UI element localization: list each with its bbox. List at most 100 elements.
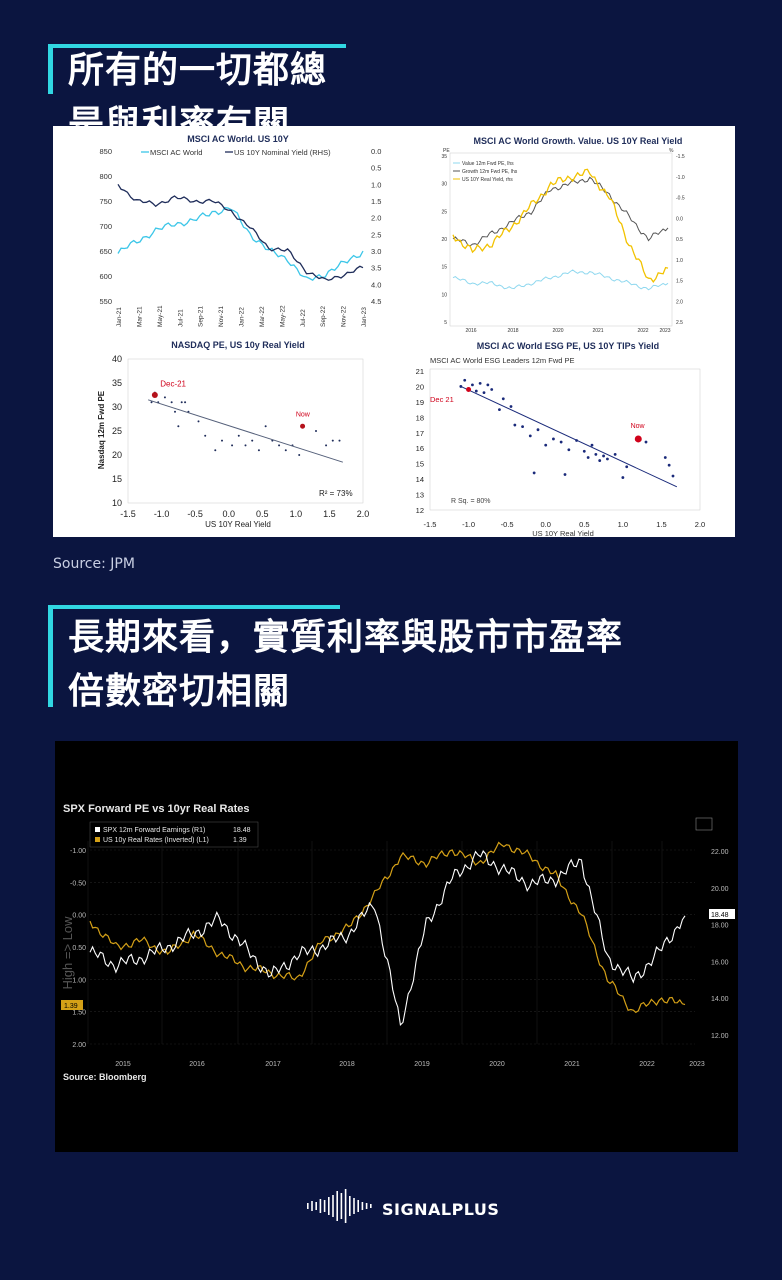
trend-line	[460, 385, 678, 488]
x-tick-label: 2018	[507, 328, 518, 334]
y2-tick-label: 1.5	[676, 279, 683, 285]
y-tick-label: 15	[112, 474, 122, 484]
data-point	[214, 449, 217, 452]
data-point	[536, 428, 540, 432]
x-tick-label: Mar-21	[136, 306, 143, 327]
data-point	[298, 454, 301, 456]
y-tick-label: 1.50	[72, 1010, 86, 1017]
brand-name: SIGNALPLUS	[382, 1200, 500, 1219]
bloomberg-chart-panel: SPX Forward PE vs 10yr Real Rates SPX 12…	[55, 741, 738, 1152]
chart-nasdaq-pe-scatter: NASDAQ PE, US 10y Real Yield 10 15 20 25 30 3…	[97, 340, 369, 529]
x-tick-label: Nov-21	[218, 306, 225, 327]
data-point	[590, 443, 594, 447]
data-point	[184, 401, 187, 404]
y-tick-label: 2.00	[72, 1042, 86, 1049]
accent-bar	[48, 44, 346, 48]
data-point	[331, 439, 334, 442]
y-tick-label: 850	[99, 147, 112, 156]
y-tick-label: 15	[441, 265, 447, 271]
x-tick-label: -1.0	[154, 509, 170, 519]
x-tick-label: Jan-22	[239, 307, 246, 327]
y2-tick-label: 2.0	[371, 214, 381, 223]
series-growth-pe	[452, 176, 669, 247]
chart-title: MSCI AC World. US 10Y	[187, 134, 289, 144]
y2-tick-label: 1.0	[371, 180, 381, 189]
y-axis-label: Nasdaq 12m Fwd PE	[97, 390, 106, 469]
x-tick-label: 2019	[414, 1061, 430, 1068]
data-point	[315, 430, 317, 432]
y2-tick-label: 3.5	[371, 264, 381, 273]
chart-msci-acwi-us10y: MSCI AC World. US 10Y MSCI AC World US 10…	[99, 134, 381, 327]
last-value-tag-right	[709, 909, 735, 919]
legend-swatch-gold	[95, 837, 100, 842]
x-tick-label: Jan-23	[361, 307, 368, 327]
legend-box	[89, 821, 259, 848]
data-point	[513, 423, 517, 427]
logo-bar	[332, 1195, 334, 1217]
x-tick-label: 0.0	[222, 509, 235, 519]
x-tick-label: 2020	[489, 1061, 505, 1068]
y-tick-label: 10	[441, 292, 447, 298]
data-point	[231, 444, 234, 447]
data-point	[544, 443, 548, 447]
y2-tick-label: 20.00	[711, 886, 729, 893]
y-tick-label: 40	[112, 354, 122, 364]
x-tick-label: -0.5	[501, 520, 514, 529]
x-tick-label: Jul-22	[300, 309, 307, 327]
legend-value: 18.48	[233, 827, 251, 834]
y2-tick-label: 12.00	[711, 1033, 729, 1040]
data-point	[582, 449, 586, 453]
series-value-pe	[452, 269, 669, 291]
data-point	[471, 383, 474, 387]
legend-item: Value 12m Fwd PE, lhs	[462, 161, 514, 167]
data-point	[663, 456, 667, 459]
y-tick-label: 19	[416, 398, 424, 407]
y2-tick-label: 1.5	[371, 197, 381, 206]
data-point	[244, 444, 247, 447]
accent-bar	[48, 605, 53, 707]
y2-tick-label: 22.00	[711, 849, 729, 856]
logo-bar	[328, 1197, 330, 1215]
annotation-now: Now	[296, 412, 311, 419]
y2-tick-label: 4.0	[371, 280, 381, 289]
y-tick-label: 800	[99, 172, 112, 181]
y2-tick-label: 4.5	[371, 297, 381, 306]
y-tick-label: 25	[441, 209, 447, 215]
section-heading-1: 所有的一切都總是與利率有關	[48, 44, 348, 145]
y-tick-label: 0.50	[72, 945, 86, 952]
y2-tick-label: 2.5	[676, 320, 683, 326]
data-point	[532, 471, 536, 475]
expand-icon[interactable]	[695, 817, 713, 831]
data-point	[528, 434, 532, 438]
series-msci-acwi	[117, 206, 364, 282]
jpm-charts-svg: MSCI AC World. US 10Y MSCI AC World US 10…	[97, 134, 705, 538]
accent-bar	[48, 605, 340, 609]
data-point	[163, 396, 166, 399]
y-tick-label: 20	[416, 382, 424, 391]
data-point	[606, 457, 609, 461]
data-point	[490, 388, 494, 391]
data-point	[150, 401, 153, 404]
annotation-rsq: R² = 73%	[319, 489, 353, 498]
source-jpm: Source: JPM	[53, 556, 135, 572]
y-tick-label: 750	[99, 197, 112, 206]
data-point	[586, 456, 590, 459]
y2-tick-label: 18.00	[711, 923, 729, 930]
y-tick-label: 21	[416, 367, 424, 376]
x-tick-label: Sep-22	[320, 306, 327, 327]
data-point	[338, 439, 341, 442]
heading-text-line2: 倍數密切相關	[68, 671, 291, 712]
y2-tick-label: 0.5	[371, 164, 381, 173]
logo-bar	[315, 1202, 317, 1210]
data-point	[204, 434, 207, 437]
data-point	[667, 463, 671, 467]
x-tick-label: Sep-21	[198, 306, 205, 327]
legend-item: SPX 12m Forward Earnings (R1)	[103, 827, 205, 834]
highlight-now	[634, 435, 642, 443]
last-value-tag-left	[61, 1000, 83, 1010]
chart-title: MSCI AC World ESG PE, US 10Y TIPs Yield	[477, 341, 659, 351]
x-tick-label: 0.0	[540, 520, 550, 529]
x-tick-label: 1.0	[290, 509, 303, 519]
highlight-now	[300, 423, 306, 429]
data-point	[251, 439, 254, 442]
